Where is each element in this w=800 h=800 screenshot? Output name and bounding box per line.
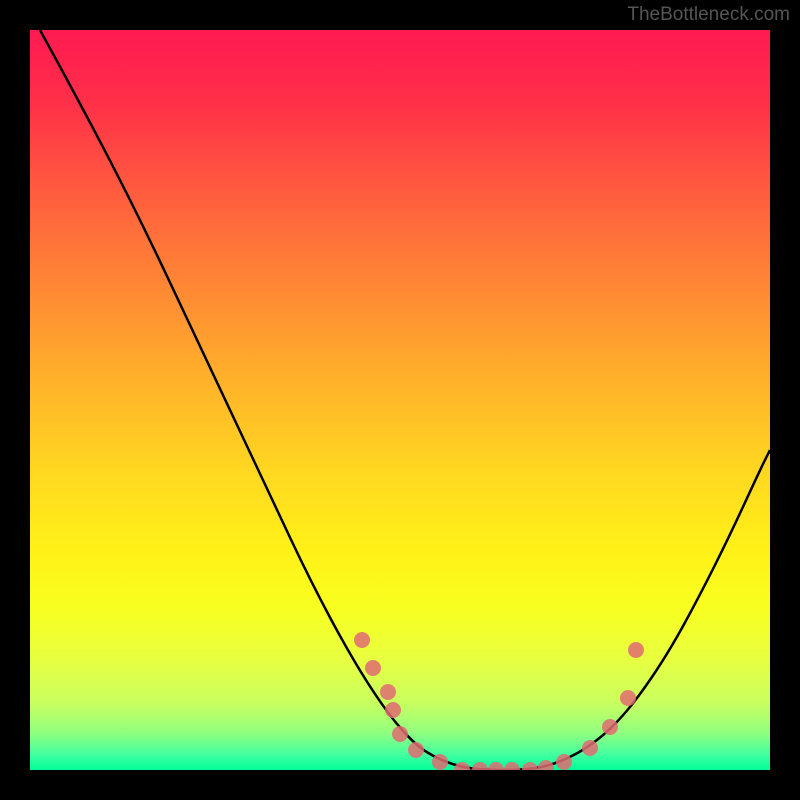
data-marker (380, 684, 396, 700)
data-marker (538, 760, 554, 770)
plot-area (30, 30, 770, 770)
data-marker (392, 726, 408, 742)
data-marker (602, 719, 618, 735)
curve-layer (30, 30, 770, 770)
watermark-text: TheBottleneck.com (627, 4, 790, 26)
data-marker (385, 702, 401, 718)
data-markers (354, 632, 644, 770)
data-marker (432, 754, 448, 770)
data-marker (488, 762, 504, 770)
data-marker (582, 740, 598, 756)
data-marker (354, 632, 370, 648)
data-marker (472, 762, 488, 770)
data-marker (365, 660, 381, 676)
data-marker (628, 642, 644, 658)
data-marker (454, 762, 470, 770)
data-marker (620, 690, 636, 706)
data-marker (408, 742, 424, 758)
data-marker (522, 762, 538, 770)
bottleneck-curve (40, 30, 770, 770)
data-marker (556, 754, 572, 770)
data-marker (504, 762, 520, 770)
